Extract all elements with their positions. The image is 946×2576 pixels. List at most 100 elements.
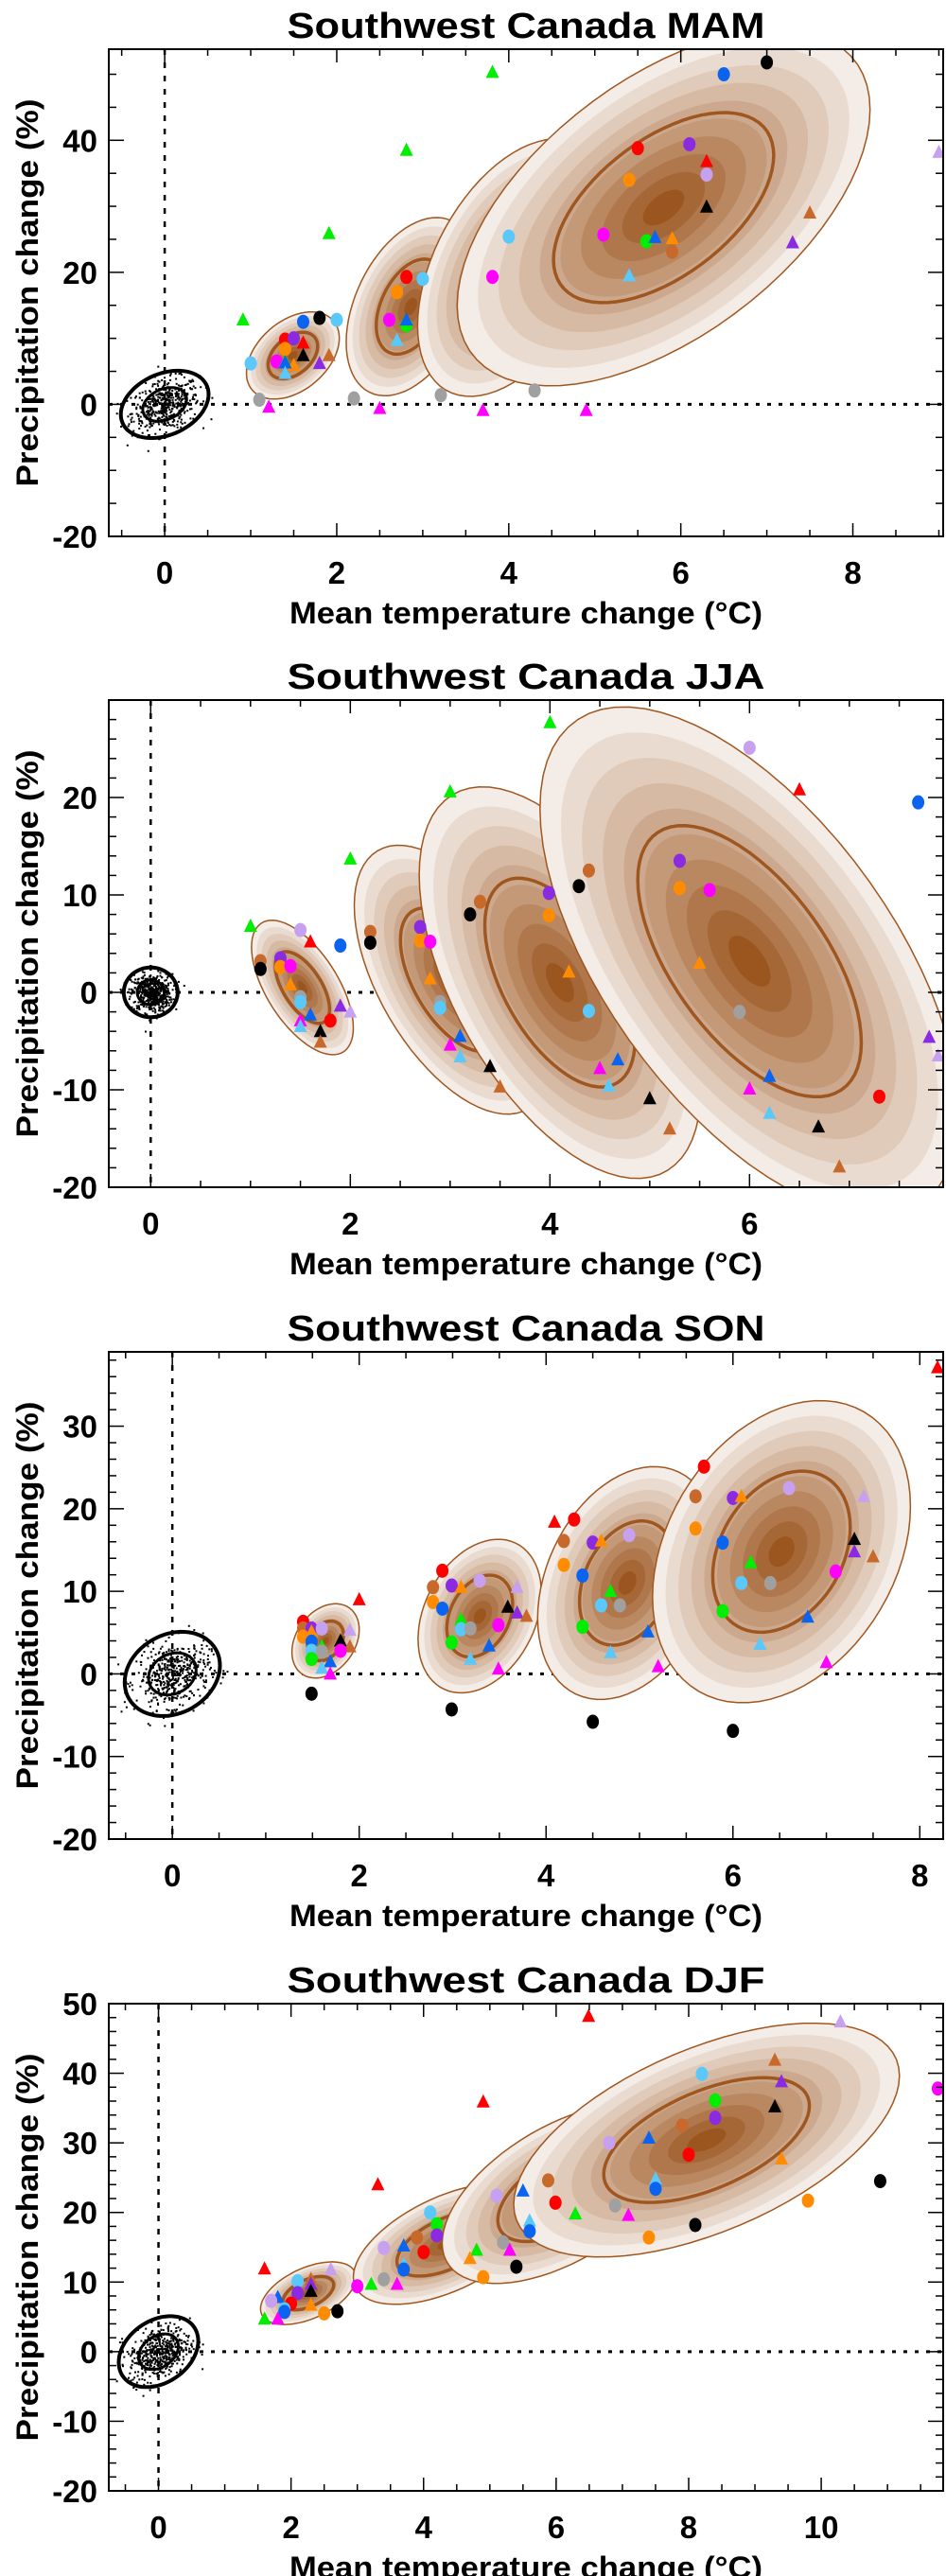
control-sample-dot [170,2330,173,2333]
control-sample-dot [145,2327,148,2330]
model-point-circle [265,2293,278,2308]
model-point-triangle [519,1608,534,1622]
control-sample-dot [149,390,151,393]
control-sample-dot [194,1653,197,1656]
projection-distribution [245,311,341,400]
control-sample-dot [131,989,134,991]
control-sample-dot [183,1685,185,1688]
model-point-triangle [640,1623,655,1638]
model-point-circle [587,1714,600,1729]
control-sample-dot [165,408,167,411]
control-sample-dot [149,2350,152,2353]
control-sample-dot [169,404,171,407]
model-point-circle [709,2111,722,2126]
control-sample-dot [170,1657,173,1660]
model-point-circle [666,244,679,259]
control-sample-dot [129,2372,131,2374]
density-band [404,297,417,316]
control-sample-dot [145,977,148,980]
control-sample-dot [166,982,169,985]
control-sample-dot [190,408,193,411]
control-sample-dot [158,396,161,399]
control-sample-dot [201,2354,203,2356]
control-sample-dot [192,417,195,420]
control-sample-dot [157,2360,159,2363]
control-sample-dot [182,2349,184,2352]
control-sample-dot [179,405,182,408]
x-tick-label: 6 [725,1858,742,1893]
model-point-triangle [313,1024,327,1038]
control-sample-dot [170,394,173,396]
control-sample-dot [168,393,171,395]
control-sample-dot [199,1694,201,1697]
control-sample-dot [181,1669,184,1672]
control-sample-dot [155,2348,158,2351]
control-contour-inner [136,2332,181,2372]
model-point-circle [377,2271,391,2287]
control-sample-dot [201,1672,204,1674]
control-sample-dot [184,2346,187,2349]
control-sample-dot [164,979,166,982]
control-sample-dot [146,405,149,408]
control-sample-dot [135,412,138,415]
likely-range-contour [577,1519,677,1647]
model-point-circle [673,853,686,868]
control-sample-dot [183,985,185,987]
control-sample-dot [182,404,184,407]
model-point-triangle [604,1584,618,1598]
model-point-triangle [611,1052,625,1066]
control-sample-dot [166,1005,167,1007]
control-sample-dot [155,990,158,992]
control-sample-dot [166,398,169,401]
control-sample-dot [166,391,169,394]
control-sample-dot [167,382,170,385]
control-sample-dot [138,396,141,399]
control-sample-dot [136,2351,139,2354]
control-sample-dot [159,972,162,974]
control-sample-dot [163,1700,166,1703]
control-sample-dot [151,1674,154,1677]
control-sample-dot [131,1684,133,1687]
control-sample-dot [159,2356,162,2358]
control-sample-dot [164,996,166,999]
control-sample-dot [178,2319,181,2322]
control-sample-dot [222,1670,225,1673]
x-tick-label: 2 [351,1858,368,1893]
control-sample-dot [167,984,169,987]
control-sample-dot [171,390,174,393]
control-sample-dot [166,421,169,424]
control-sample-dot [149,2342,151,2344]
control-sample-dot [128,2376,130,2379]
control-sample-dot [165,431,167,433]
control-sample-dot [193,1656,196,1659]
control-sample-dot [140,994,142,997]
control-sample-dot [171,1678,173,1681]
control-sample-dot [139,1685,142,1688]
control-sample-dot [153,2352,156,2355]
control-sample-dot [171,1675,174,1677]
control-sample-dot [149,2382,152,2384]
control-sample-dot [151,981,154,984]
control-sample-dot [143,986,146,989]
control-sample-dot [166,995,168,998]
x-tick-label: 4 [541,1206,559,1241]
control-sample-dot [179,2351,182,2354]
control-sample-dot [159,429,161,431]
model-point-circle [761,55,774,70]
x-tick-label: 8 [911,1858,928,1893]
y-tick-label: -10 [52,2404,97,2439]
control-sample-dot [176,1674,179,1676]
control-sample-dot [168,409,171,411]
control-sample-dot [174,1677,177,1680]
control-sample-dot [205,1679,207,1682]
control-sample-dot [133,2348,136,2351]
control-sample-dot [149,2348,152,2351]
control-sample-dot [173,1658,176,1660]
control-sample-dot [163,2356,166,2358]
control-sample-dot [172,2354,175,2357]
control-sample-dot [181,422,184,425]
control-sample-dot [169,2339,172,2342]
model-point-circle [331,2304,344,2319]
control-sample-dot [186,2339,189,2342]
model-point-triangle [322,347,336,361]
